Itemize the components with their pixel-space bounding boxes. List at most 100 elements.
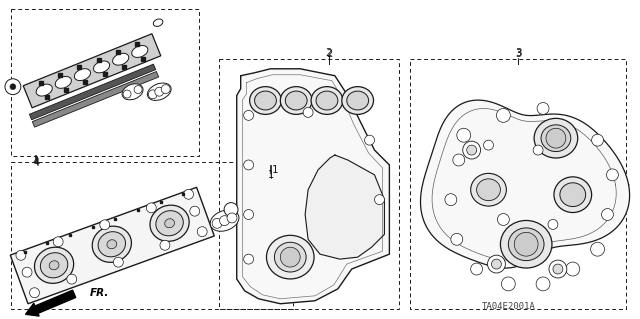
Circle shape	[365, 135, 374, 145]
Ellipse shape	[156, 211, 183, 236]
Polygon shape	[23, 34, 161, 108]
Circle shape	[160, 240, 170, 250]
Text: 4: 4	[32, 157, 39, 167]
Circle shape	[457, 128, 470, 142]
Circle shape	[220, 216, 230, 226]
Circle shape	[453, 154, 465, 166]
Circle shape	[134, 85, 142, 93]
Circle shape	[501, 277, 515, 291]
Circle shape	[548, 219, 558, 229]
Polygon shape	[420, 100, 630, 268]
Ellipse shape	[347, 91, 369, 110]
Circle shape	[303, 108, 313, 117]
Circle shape	[244, 160, 253, 170]
Bar	[11, 9, 199, 156]
Circle shape	[445, 194, 457, 205]
Circle shape	[224, 203, 238, 217]
Circle shape	[553, 264, 563, 274]
FancyArrow shape	[26, 290, 76, 316]
Circle shape	[244, 110, 253, 120]
Ellipse shape	[55, 77, 72, 88]
Circle shape	[227, 213, 237, 223]
Ellipse shape	[147, 83, 171, 100]
Ellipse shape	[98, 232, 125, 257]
Polygon shape	[10, 187, 214, 304]
Ellipse shape	[132, 46, 148, 57]
Circle shape	[147, 203, 156, 213]
Circle shape	[10, 84, 16, 90]
Circle shape	[546, 128, 566, 148]
Ellipse shape	[280, 87, 312, 115]
Circle shape	[53, 237, 63, 247]
Circle shape	[5, 79, 21, 95]
Text: 1: 1	[268, 170, 275, 180]
Ellipse shape	[508, 228, 544, 261]
Ellipse shape	[285, 91, 307, 110]
Circle shape	[484, 140, 493, 150]
Ellipse shape	[93, 61, 109, 73]
Circle shape	[22, 267, 32, 277]
Circle shape	[488, 255, 506, 273]
Circle shape	[533, 145, 543, 155]
Text: TA04E2001A: TA04E2001A	[481, 302, 535, 311]
Circle shape	[123, 90, 131, 98]
Text: 4: 4	[33, 158, 40, 168]
Circle shape	[470, 263, 483, 275]
Circle shape	[244, 254, 253, 264]
Ellipse shape	[49, 261, 59, 270]
Circle shape	[148, 90, 157, 99]
Circle shape	[566, 262, 580, 276]
Circle shape	[100, 220, 109, 230]
Text: 3: 3	[515, 49, 522, 59]
Ellipse shape	[92, 226, 131, 262]
Circle shape	[515, 232, 538, 256]
Circle shape	[537, 102, 549, 115]
Ellipse shape	[275, 242, 306, 272]
Circle shape	[602, 209, 613, 220]
Circle shape	[451, 234, 463, 245]
Circle shape	[155, 87, 164, 96]
Circle shape	[591, 134, 604, 146]
Polygon shape	[305, 155, 385, 259]
Bar	[410, 59, 627, 309]
Circle shape	[161, 85, 170, 93]
Text: 3: 3	[515, 48, 522, 58]
Ellipse shape	[342, 87, 374, 115]
Ellipse shape	[154, 19, 163, 26]
Ellipse shape	[74, 69, 90, 81]
Ellipse shape	[35, 247, 74, 283]
Circle shape	[280, 247, 300, 267]
Circle shape	[497, 213, 509, 226]
Text: 2: 2	[326, 48, 332, 58]
Bar	[219, 59, 399, 309]
Ellipse shape	[534, 118, 578, 158]
Circle shape	[184, 189, 193, 199]
Ellipse shape	[40, 253, 68, 278]
Ellipse shape	[541, 125, 571, 152]
Circle shape	[16, 250, 26, 260]
Circle shape	[67, 274, 77, 284]
Circle shape	[467, 145, 477, 155]
Circle shape	[113, 257, 124, 267]
Ellipse shape	[255, 91, 276, 110]
Ellipse shape	[36, 84, 52, 96]
Ellipse shape	[150, 205, 189, 241]
Ellipse shape	[107, 240, 116, 249]
Bar	[11, 162, 293, 309]
Polygon shape	[33, 71, 159, 127]
Circle shape	[536, 277, 550, 291]
Ellipse shape	[316, 91, 338, 110]
Circle shape	[374, 195, 385, 204]
Text: 1: 1	[272, 165, 278, 175]
Circle shape	[29, 288, 40, 298]
Circle shape	[492, 259, 501, 269]
Circle shape	[497, 108, 510, 122]
Ellipse shape	[266, 235, 314, 279]
Ellipse shape	[500, 220, 552, 268]
Ellipse shape	[113, 53, 129, 65]
Ellipse shape	[164, 219, 175, 228]
Ellipse shape	[470, 174, 506, 206]
Ellipse shape	[122, 84, 143, 100]
Text: 2: 2	[326, 49, 332, 59]
Ellipse shape	[560, 183, 586, 207]
